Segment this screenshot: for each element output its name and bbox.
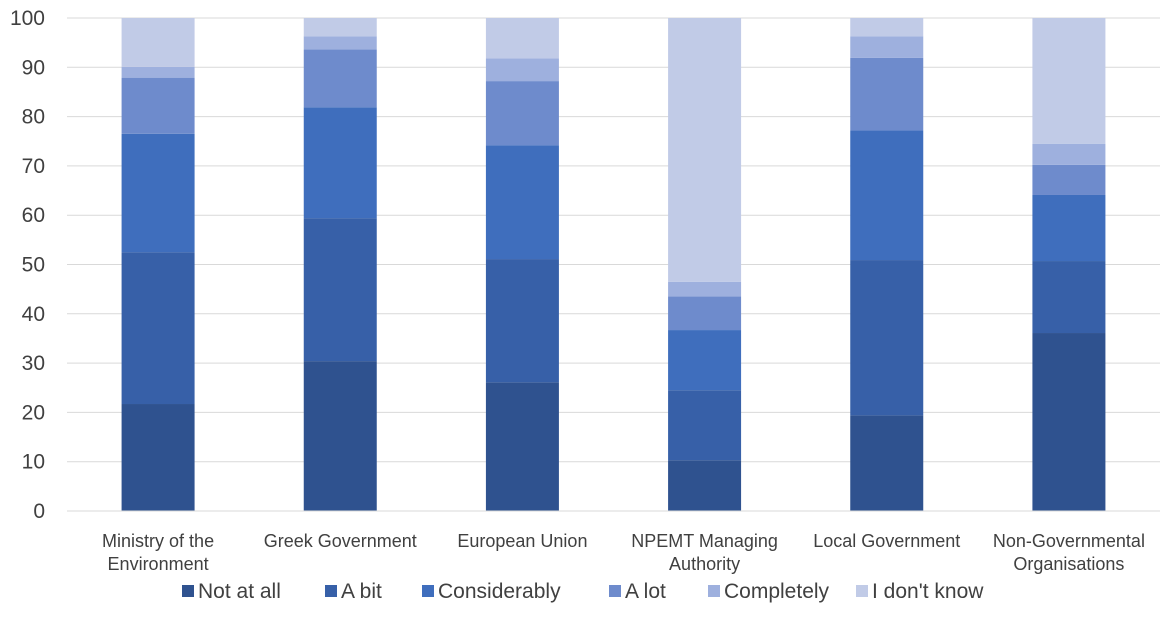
bar-segment — [121, 66, 195, 78]
bar-segment — [485, 259, 559, 383]
y-tick-label: 60 — [22, 204, 45, 227]
bar-segment — [485, 145, 559, 260]
bar-segment — [668, 296, 742, 331]
bar-segment — [485, 81, 559, 146]
bar-stack — [1032, 18, 1106, 511]
bar-segment — [1032, 18, 1106, 144]
bar-segment — [485, 18, 559, 59]
bar-segment — [121, 404, 195, 511]
gridlines — [67, 17, 1160, 512]
x-category-label: Authority — [669, 554, 740, 574]
bar-segment — [121, 18, 195, 67]
y-tick-label: 0 — [33, 500, 45, 523]
legend-item: Considerably — [422, 580, 561, 603]
bar-stack — [850, 18, 924, 511]
y-tick-label: 100 — [10, 7, 45, 30]
bar-segment — [485, 58, 559, 82]
x-category-label: Greek Government — [264, 531, 417, 551]
bar-segment — [303, 18, 377, 37]
bar-segment — [303, 218, 377, 362]
y-tick-label: 50 — [22, 254, 45, 277]
legend: Not at all A bit Considerably A lot Complete… — [182, 580, 984, 603]
bar-segment — [303, 49, 377, 108]
legend-label: Completely — [724, 580, 830, 603]
bar-segment — [668, 330, 742, 391]
bar-segment — [850, 415, 924, 511]
y-tick-label: 70 — [22, 155, 45, 178]
bars — [121, 18, 1106, 511]
bar-stack — [121, 18, 195, 511]
bar-segment — [121, 77, 195, 134]
legend-swatch — [182, 585, 194, 597]
bar-segment — [121, 252, 195, 405]
y-tick-label: 40 — [22, 303, 45, 326]
bar-segment — [668, 18, 742, 282]
legend-label: A lot — [625, 580, 666, 603]
bar-segment — [668, 281, 742, 297]
x-category-label: Ministry of the — [102, 531, 214, 551]
y-tick-label: 20 — [22, 401, 45, 424]
bar-segment — [668, 390, 742, 461]
legend-swatch — [325, 585, 337, 597]
y-axis: 0 10 20 30 40 50 60 70 80 90 100 — [10, 7, 45, 523]
x-category-label: European Union — [457, 531, 587, 551]
bar-segment — [485, 382, 559, 511]
legend-swatch — [422, 585, 434, 597]
y-tick-label: 80 — [22, 106, 45, 129]
legend-item: A lot — [609, 580, 666, 603]
bar-segment — [850, 260, 924, 416]
legend-label: A bit — [341, 580, 382, 603]
legend-item: Completely — [708, 580, 830, 603]
x-category-label: NPEMT Managing — [631, 531, 778, 551]
bar-segment — [850, 36, 924, 58]
bar-stack — [485, 18, 559, 511]
x-axis: Ministry of the Environment Greek Governme… — [67, 510, 1160, 574]
x-category-label: Non-Governmental — [993, 531, 1145, 551]
bar-segment — [850, 57, 924, 131]
bar-stack — [303, 18, 377, 511]
legend-item: A bit — [325, 580, 382, 603]
legend-label: Considerably — [438, 580, 561, 603]
bar-segment — [303, 361, 377, 511]
y-tick-label: 30 — [22, 352, 45, 375]
bar-segment — [850, 18, 924, 37]
x-category-label: Local Government — [813, 531, 960, 551]
y-tick-label: 90 — [22, 56, 45, 79]
legend-swatch — [609, 585, 621, 597]
bar-segment — [303, 36, 377, 50]
x-category-label: Organisations — [1013, 554, 1124, 574]
bar-segment — [1032, 194, 1106, 262]
legend-swatch — [708, 585, 720, 597]
legend-label: I don't know — [872, 580, 984, 603]
bar-segment — [850, 130, 924, 261]
bar-segment — [303, 107, 377, 219]
legend-item: I don't know — [856, 580, 984, 603]
y-tick-label: 10 — [22, 451, 45, 474]
legend-item: Not at all — [182, 580, 281, 603]
bar-segment — [1032, 261, 1106, 334]
bar-segment — [1032, 333, 1106, 511]
legend-label: Not at all — [198, 580, 281, 603]
bar-segment — [121, 133, 195, 253]
x-category-label: Environment — [108, 554, 209, 574]
legend-swatch — [856, 585, 868, 597]
bar-segment — [1032, 164, 1106, 195]
bar-segment — [668, 460, 742, 511]
bar-segment — [1032, 143, 1106, 165]
bar-stack — [668, 18, 742, 511]
